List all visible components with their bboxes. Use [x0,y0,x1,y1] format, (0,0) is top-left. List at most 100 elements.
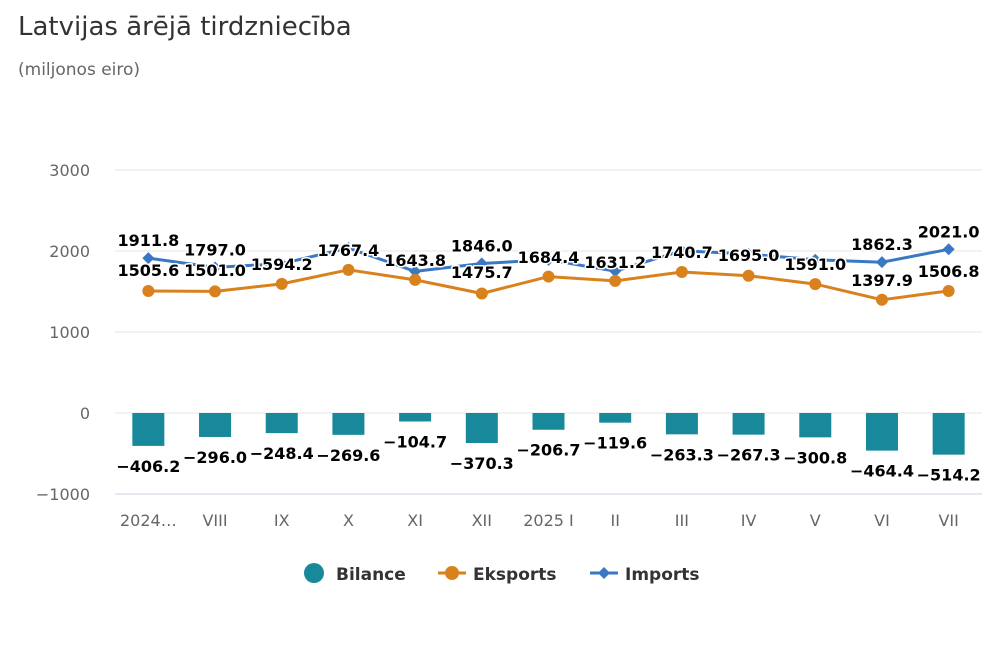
eksports-data-label: 1767.4 [318,241,380,260]
bilance-bar [132,413,165,446]
x-tick-label: 2025 I [523,511,574,530]
bilance-bar [532,413,565,430]
bilance-bar [332,413,365,435]
bilance-data-label: −267.3 [717,446,781,465]
eksports-data-label: 1740.7 [651,243,713,262]
legend-eksports-label: Eksports [473,565,557,585]
eksports-point [209,285,222,298]
eksports-data-label: 1594.2 [251,255,313,274]
eksports-point [809,278,822,291]
bilance-data-label: −296.0 [183,448,247,467]
x-tick-label: VI [874,511,890,530]
grid-lines [115,169,982,495]
bilance-data-label: −464.4 [850,462,914,481]
imports-point [342,242,355,255]
legend: Bilance Eksports Imports [304,563,700,585]
x-tick-label: VII [938,511,958,530]
bilance-bar [599,413,632,423]
bilance-bar [265,413,298,434]
imports-point [809,253,822,266]
bilance-data-label: −248.4 [250,444,314,463]
eksports-data-label: 1505.6 [117,261,179,280]
y-tick-label: 3000 [49,161,90,180]
imports-point [609,265,622,278]
bilance-data-label: −104.7 [383,432,447,451]
eksports-data-label: 1501.0 [184,261,246,280]
imports-point [542,253,555,266]
bilance-bar [465,413,498,443]
bilance-data-label: −119.6 [583,434,647,453]
bilance-data-label: −406.2 [116,457,180,476]
eksports-point [609,274,622,287]
x-tick-label: 2024… [120,511,177,530]
y-axis-ticks: 3000 2000 1000 0 −1000 [36,161,90,504]
eksports-data-label: 1475.7 [451,263,513,282]
eksports-data-label: 1591.0 [784,255,846,274]
eksports-data-label: 1695.0 [718,246,780,265]
bilance-bar [399,413,432,422]
bilance-data-label: −370.3 [450,454,514,473]
imports-data-label: 1846.0 [451,236,513,255]
legend-imports-marker [598,567,610,579]
chart-subtitle: (miljonos eiro) [18,60,141,80]
imports-point [209,261,222,274]
imports-data-label: 1911.8 [117,231,179,250]
eksports-point [875,293,888,306]
series-points [142,242,955,306]
bilance-bars [132,413,965,455]
bilance-bar [665,413,698,435]
y-tick-label: 0 [80,404,90,423]
imports-point [475,257,488,270]
x-tick-label: VIII [202,511,227,530]
eksports-point [275,277,288,290]
eksports-data-label: 1631.2 [584,253,646,272]
x-tick-label: XII [472,511,492,530]
x-tick-label: V [810,511,821,530]
bilance-data-label: −269.6 [316,446,380,465]
eksports-point [942,284,955,297]
x-axis-ticks: 2024… VIII IX X XI XII 2025 I II III IV V VI VII [120,511,959,530]
bilance-data-label: −514.2 [917,466,981,485]
legend-bilance-label: Bilance [336,565,406,585]
eksports-point [342,263,355,276]
y-tick-label: −1000 [36,485,90,504]
x-tick-label: II [610,511,619,530]
imports-point [742,248,755,261]
eksports-point [409,273,422,286]
eksports-point [475,287,488,300]
legend-imports-label: Imports [625,565,700,585]
imports-data-label: 2021.0 [918,222,980,241]
eksports-data-label: 1643.8 [384,251,446,270]
bilance-bar [865,413,898,451]
data-labels: −406.2 −296.0 −248.4 −269.6−104.7−370.3−206… [115,221,982,486]
imports-point [675,244,688,257]
bilance-bar [799,413,832,438]
imports-point [142,252,155,265]
bilance-bar [199,413,232,437]
imports-data-label: 1862.3 [851,235,913,254]
bilance-bar [732,413,765,435]
eksports-point [542,270,555,283]
chart-title: Latvijas ārējā tirdzniecība [18,12,352,42]
eksports-data-label: 1397.9 [851,271,913,290]
x-tick-label: X [343,511,354,530]
bilance-bar [932,413,965,455]
imports-point [942,243,955,256]
y-tick-label: 2000 [49,242,90,261]
imports-point [875,256,888,269]
bilance-data-label: −263.3 [650,445,714,464]
y-tick-label: 1000 [49,323,90,342]
bilance-data-label: −206.7 [516,441,580,460]
bilance-data-label: −300.8 [783,448,847,467]
eksports-data-label: 1684.4 [518,248,580,267]
x-tick-label: IX [274,511,290,530]
imports-data-label: 1797.0 [184,240,246,259]
eksports-point [742,269,755,282]
x-tick-label: XI [407,511,423,530]
eksports-data-label: 1506.8 [918,262,980,281]
legend-bilance-marker [304,563,324,583]
legend-eksports-marker [445,566,459,580]
eksports-point [142,285,155,298]
x-tick-label: IV [741,511,757,530]
